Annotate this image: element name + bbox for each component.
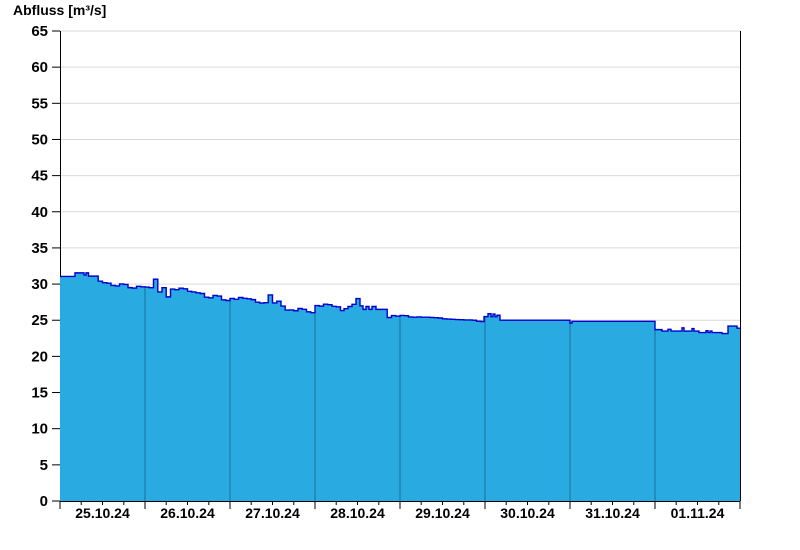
svg-text:10: 10 bbox=[31, 421, 48, 438]
svg-text:25: 25 bbox=[31, 312, 48, 329]
svg-text:29.10.24: 29.10.24 bbox=[415, 505, 470, 521]
svg-text:15: 15 bbox=[31, 385, 48, 402]
svg-text:60: 60 bbox=[31, 59, 48, 76]
svg-text:50: 50 bbox=[31, 132, 48, 149]
svg-text:28.10.24: 28.10.24 bbox=[330, 505, 385, 521]
svg-text:27.10.24: 27.10.24 bbox=[245, 505, 300, 521]
svg-text:25.10.24: 25.10.24 bbox=[75, 505, 130, 521]
svg-text:35: 35 bbox=[31, 240, 48, 257]
svg-text:5: 5 bbox=[40, 457, 48, 474]
svg-text:31.10.24: 31.10.24 bbox=[585, 505, 640, 521]
svg-text:0: 0 bbox=[40, 493, 48, 510]
svg-text:20: 20 bbox=[31, 348, 48, 365]
svg-text:01.11.24: 01.11.24 bbox=[671, 505, 725, 521]
svg-text:30.10.24: 30.10.24 bbox=[500, 505, 555, 521]
svg-text:45: 45 bbox=[31, 168, 48, 185]
svg-text:55: 55 bbox=[31, 95, 48, 112]
svg-text:30: 30 bbox=[31, 276, 48, 293]
svg-text:65: 65 bbox=[31, 23, 48, 40]
svg-text:40: 40 bbox=[31, 204, 48, 221]
svg-text:26.10.24: 26.10.24 bbox=[160, 505, 215, 521]
